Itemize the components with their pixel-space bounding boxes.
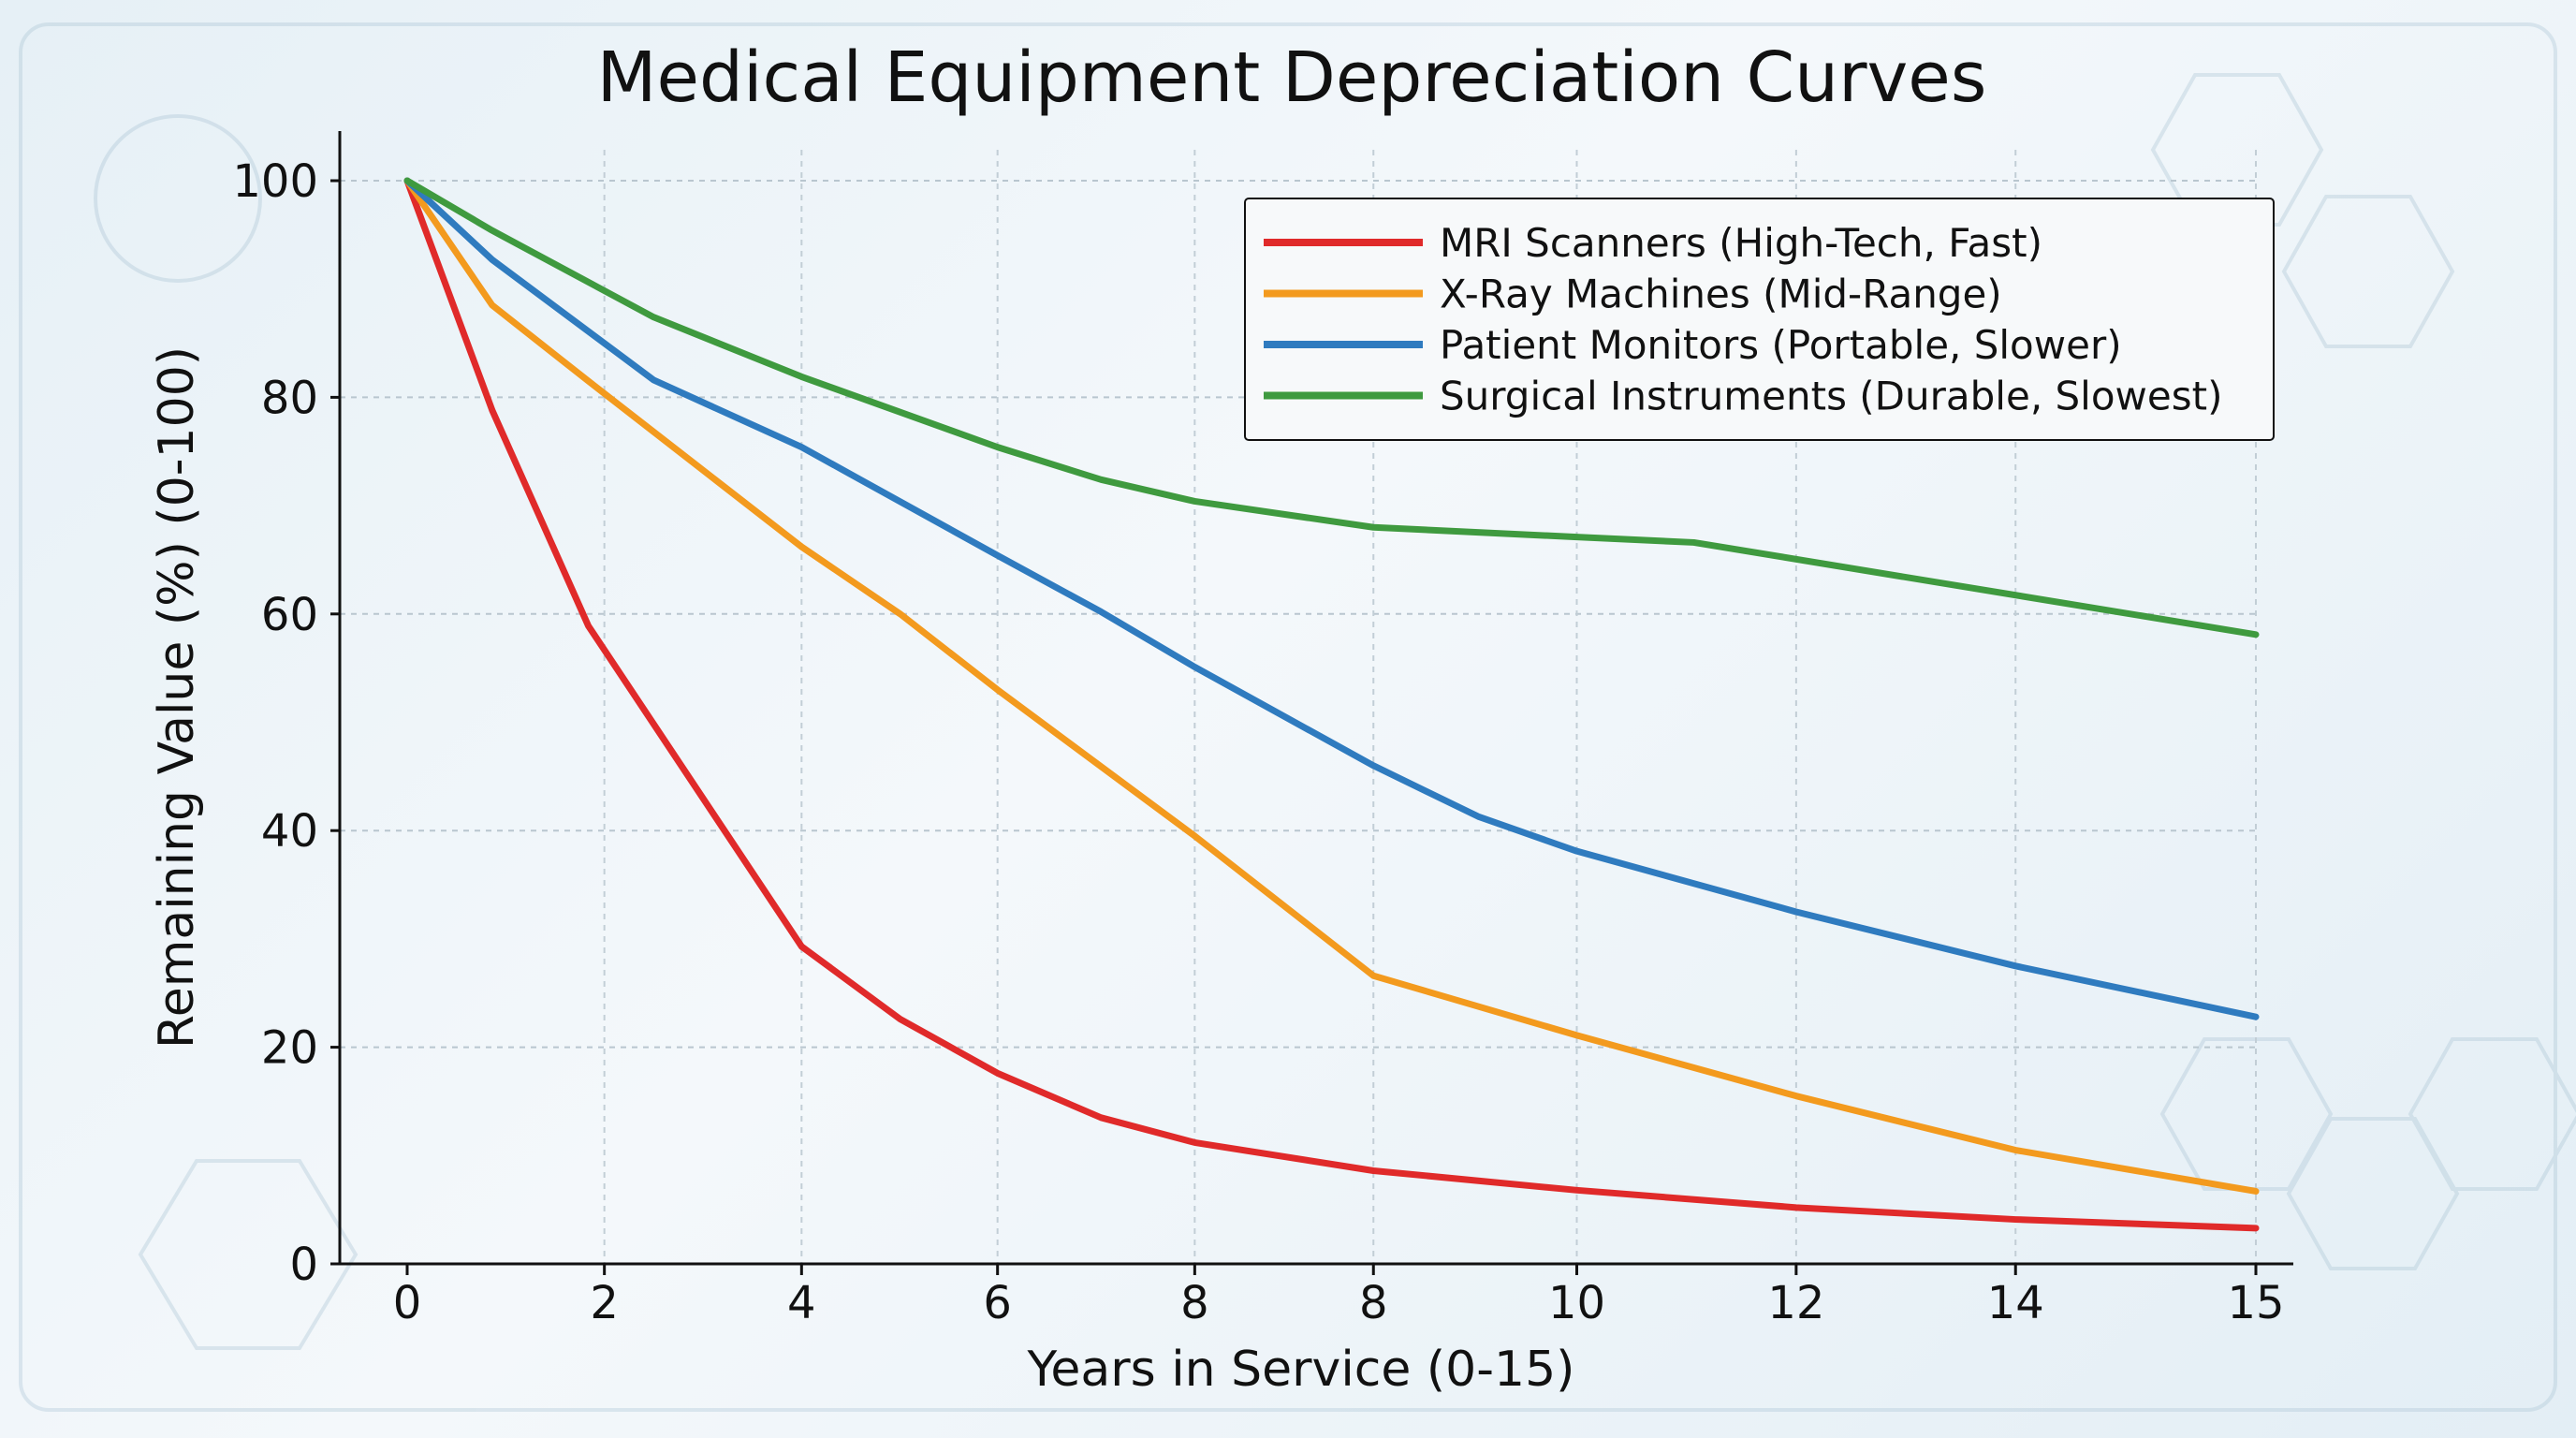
x-tick-label: 10 — [1548, 1277, 1605, 1329]
chart-title: Medical Equipment Depreciation Curves — [597, 37, 1987, 118]
x-tick-label: 6 — [983, 1277, 1012, 1329]
series-line-2 — [403, 177, 2260, 1020]
y-tick-label: 20 — [261, 1022, 318, 1075]
x-tick-label: 14 — [1987, 1277, 2044, 1329]
series-line-1 — [403, 177, 2260, 1195]
x-tick-label: 8 — [1180, 1277, 1209, 1329]
series-line-3 — [403, 177, 2260, 638]
x-tick-label: 15 — [2227, 1277, 2284, 1329]
legend-box — [1244, 198, 2275, 441]
y-tick-label: 80 — [261, 372, 318, 424]
heart-icon — [138, 1159, 359, 1350]
series-lines — [403, 177, 2260, 1232]
plus-icon — [2286, 1117, 2460, 1270]
medical-cross-icon — [94, 114, 262, 283]
ecg-icon — [2408, 1037, 2576, 1191]
y-tick-label: 0 — [289, 1239, 318, 1291]
x-axis-label: Years in Service (0-15) — [1027, 1342, 1575, 1398]
stethoscope-icon — [2159, 1037, 2334, 1191]
ticks: 0 20 40 60 80 100 0 2 4 6 8 8 10 12 14 15 — [232, 155, 2284, 1329]
y-axis-label: Remaining Value (%) (0-100) — [149, 346, 205, 1049]
y-tick-label: 40 — [261, 805, 318, 858]
x-tick-label: 8 — [1359, 1277, 1388, 1329]
x-tick-label: 0 — [393, 1277, 422, 1329]
legend-label: Surgical Instruments (Durable, Slowest) — [1440, 374, 2222, 419]
y-tick-label: 60 — [261, 589, 318, 641]
legend-label: X-Ray Machines (Mid-Range) — [1440, 271, 2002, 317]
x-tick-label: 2 — [590, 1277, 619, 1329]
legend: MRI Scanners (High-Tech, Fast) X-Ray Mach… — [1244, 198, 2275, 441]
legend-label: Patient Monitors (Portable, Slower) — [1440, 322, 2122, 368]
y-tick-label: 100 — [232, 155, 318, 208]
pill-icon — [2281, 195, 2455, 348]
x-tick-label: 12 — [1767, 1277, 1824, 1329]
series-line-0 — [403, 177, 2260, 1232]
axes — [338, 131, 2293, 1266]
x-tick-label: 4 — [787, 1277, 816, 1329]
legend-label: MRI Scanners (High-Tech, Fast) — [1440, 220, 2042, 266]
